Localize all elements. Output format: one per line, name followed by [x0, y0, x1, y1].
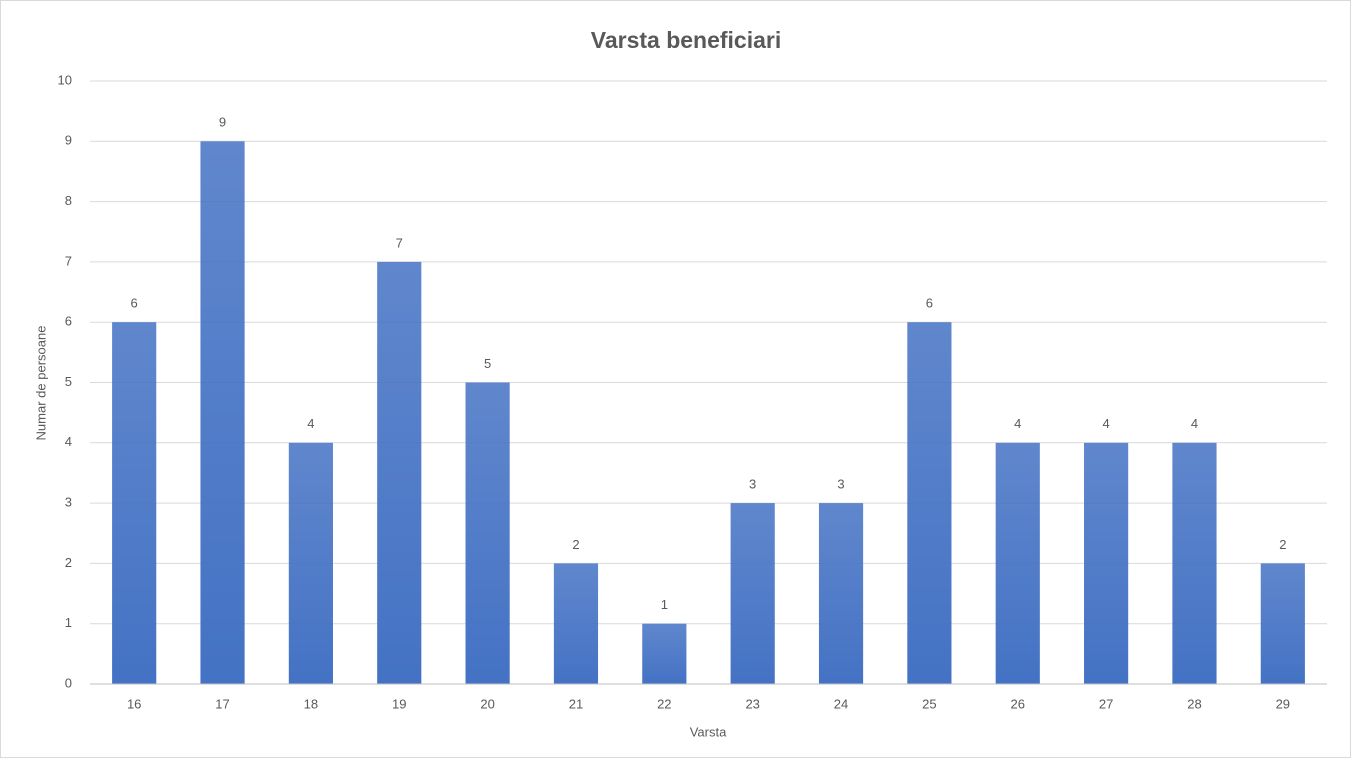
bar [818, 503, 864, 684]
bar [377, 261, 422, 684]
y-tick-label: 8 [65, 193, 72, 208]
data-label: 3 [837, 477, 844, 492]
bar [1260, 563, 1305, 684]
data-label: 6 [131, 296, 138, 311]
y-tick-label: 6 [65, 314, 72, 329]
y-tick-label: 4 [65, 434, 72, 449]
y-tick-label: 5 [65, 374, 72, 389]
y-tick-label: 1 [65, 615, 72, 630]
bar [995, 442, 1040, 684]
y-axis-label: Numar de persoane [33, 326, 48, 441]
data-label: 9 [219, 115, 226, 130]
data-label: 4 [1014, 416, 1021, 431]
x-tick-label: 25 [922, 696, 936, 711]
bar [200, 141, 245, 685]
data-label: 5 [484, 356, 491, 371]
x-tick-label: 28 [1187, 696, 1201, 711]
chart-title: Varsta beneficiari [591, 27, 782, 53]
x-tick-label: 22 [657, 696, 671, 711]
x-tick-label: 18 [304, 696, 318, 711]
data-label: 2 [1279, 537, 1286, 552]
x-tick-label: 21 [569, 696, 583, 711]
y-tick-label: 0 [65, 675, 72, 690]
x-tick-label: 17 [215, 696, 229, 711]
x-tick-label: 27 [1099, 696, 1113, 711]
data-label: 7 [396, 235, 403, 250]
bar [465, 382, 510, 684]
x-tick-label: 26 [1011, 696, 1025, 711]
bar [1084, 442, 1129, 684]
x-tick-label: 16 [127, 696, 141, 711]
data-label: 4 [307, 416, 314, 431]
x-tick-label: 20 [480, 696, 494, 711]
bar [1172, 442, 1217, 684]
data-label: 6 [926, 296, 933, 311]
x-axis-label: Varsta [690, 724, 727, 739]
x-tick-label: 24 [834, 696, 848, 711]
bar [553, 563, 599, 684]
y-tick-label: 2 [65, 555, 72, 570]
data-label: 1 [661, 597, 668, 612]
bar [730, 503, 775, 684]
data-label: 4 [1102, 416, 1109, 431]
data-label: 3 [749, 477, 756, 492]
y-tick-label: 10 [58, 72, 72, 87]
data-label: 4 [1191, 416, 1198, 431]
data-label: 2 [572, 537, 579, 552]
bar [907, 322, 952, 684]
bar [642, 623, 687, 684]
x-tick-label: 29 [1276, 696, 1290, 711]
x-tick-label: 23 [745, 696, 759, 711]
bar [112, 322, 157, 684]
y-tick-label: 9 [65, 133, 72, 148]
bar [288, 442, 333, 684]
x-tick-label: 19 [392, 696, 406, 711]
y-tick-label: 7 [65, 253, 72, 268]
y-tick-label: 3 [65, 495, 72, 510]
